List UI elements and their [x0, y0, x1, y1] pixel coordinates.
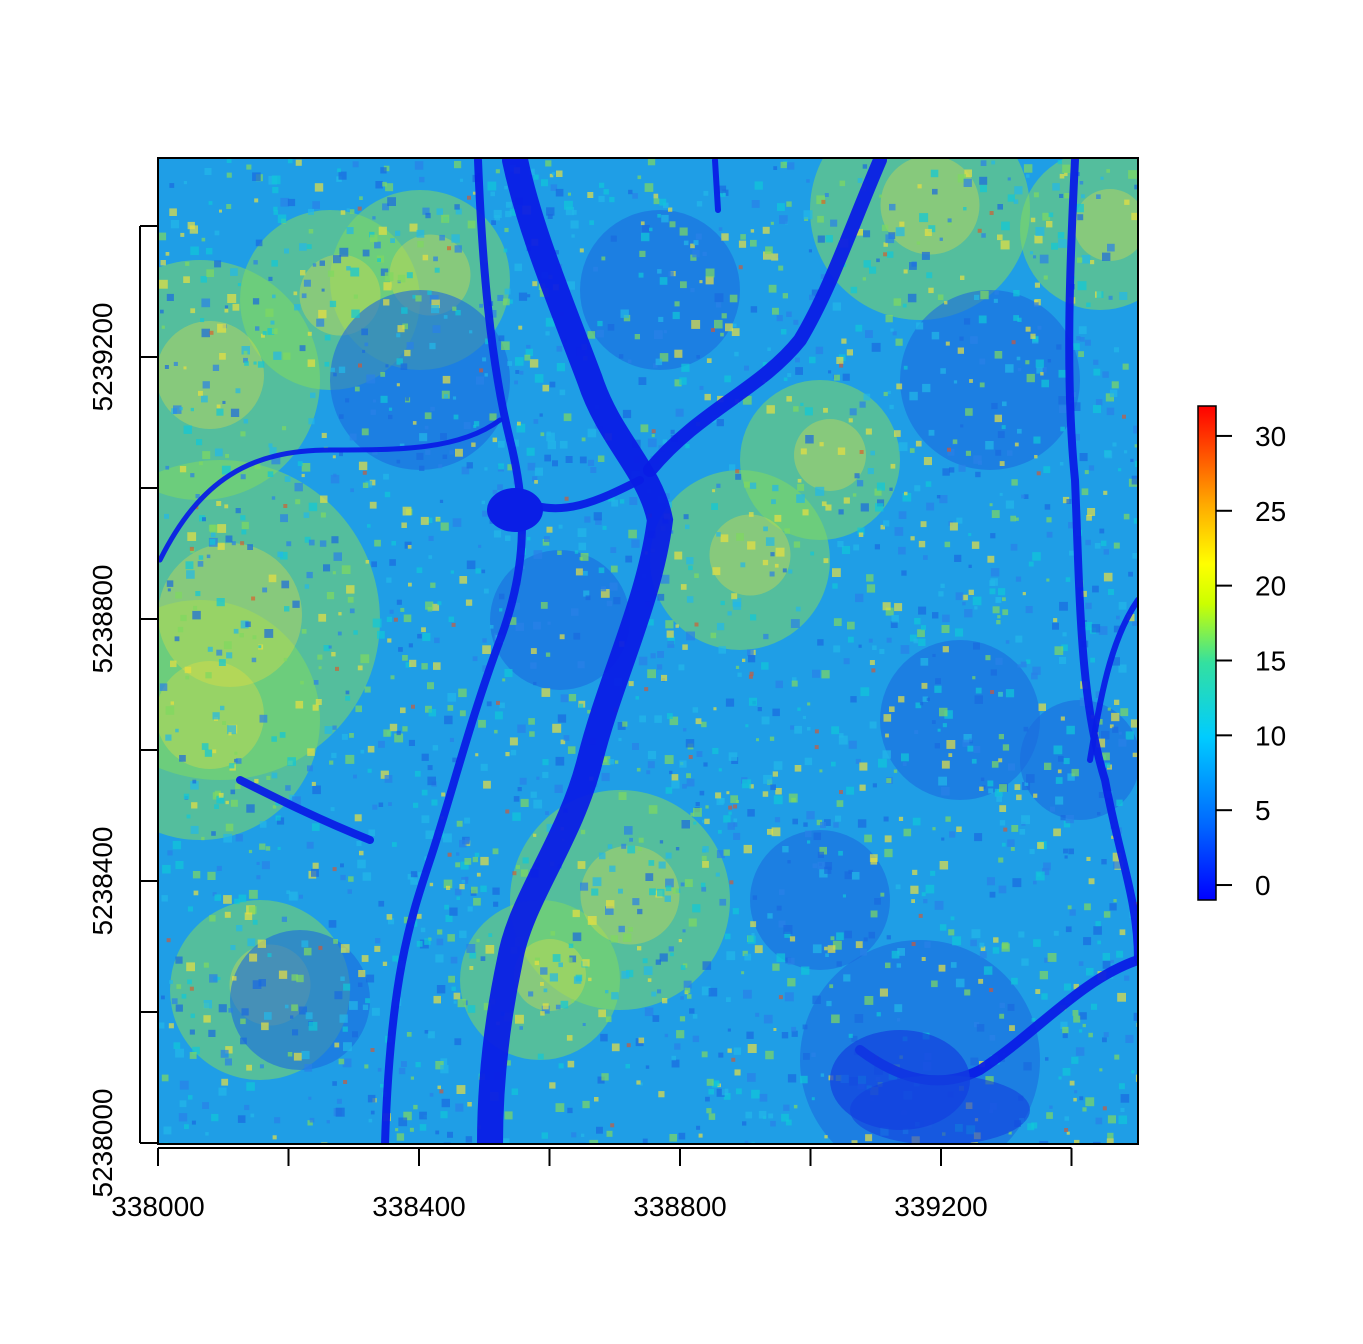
y-tick-label: 5238000 [87, 1088, 118, 1197]
elevation-raster [158, 158, 1138, 1144]
y-tick-label: 5238800 [87, 564, 118, 673]
legend-tick-label: 20 [1255, 571, 1286, 602]
y-tick-label: 5239200 [87, 302, 118, 411]
x-tick-label: 338000 [111, 1191, 204, 1222]
y-tick-label: 5238400 [87, 826, 118, 935]
plot-frame [157, 157, 1139, 1145]
x-tick-label: 338800 [633, 1191, 726, 1222]
legend-tick-label: 30 [1255, 421, 1286, 452]
legend-tick-label: 10 [1255, 720, 1286, 751]
color-legend: 0 5 10 15 20 25 30 [1197, 405, 1286, 901]
legend-tick-label: 5 [1255, 795, 1271, 826]
x-tick-label: 338400 [372, 1191, 465, 1222]
x-axis: 338000 338400 338800 339200 [111, 1147, 1073, 1222]
legend-tick-label: 15 [1255, 645, 1286, 676]
legend-tick-label: 25 [1255, 496, 1286, 527]
legend-tick-label: 0 [1255, 870, 1271, 901]
legend-colorbar [1197, 405, 1217, 901]
x-tick-label: 339200 [894, 1191, 987, 1222]
y-axis: 5238000 5238400 5238800 5239200 [87, 225, 158, 1198]
river-channels [158, 158, 1138, 1144]
